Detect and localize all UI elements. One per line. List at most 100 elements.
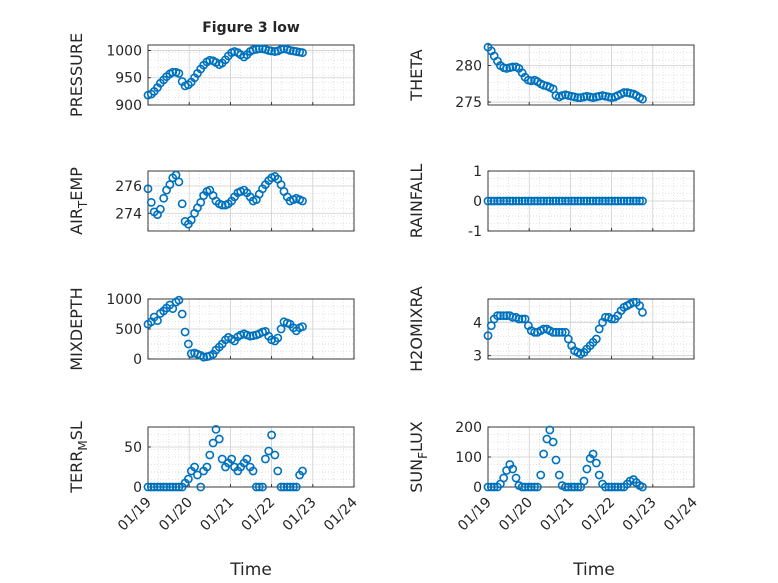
- data-point: [533, 196, 542, 206]
- data-point: [610, 196, 620, 206]
- data-point: [298, 466, 307, 476]
- data-point: [610, 482, 620, 492]
- data-point: [165, 482, 175, 492]
- data-point: [171, 482, 181, 492]
- data-point: [548, 437, 558, 447]
- data-point: [548, 327, 558, 337]
- data-point: [526, 196, 536, 206]
- panel-mixdepth: 0 500 1000 MIXDEPTH: [67, 287, 355, 371]
- data-point: [607, 196, 616, 206]
- axes-box: [147, 426, 355, 488]
- data-point: [582, 196, 592, 206]
- y-tick-label: 500: [115, 322, 142, 338]
- data-point: [545, 425, 555, 435]
- data-point: [598, 196, 607, 206]
- y-tick-label: 900: [115, 98, 142, 114]
- data-point: [174, 68, 184, 78]
- panel-pressure: 900 950 1000 PRESSURE: [67, 33, 355, 117]
- data-point: [588, 449, 598, 459]
- data-point: [563, 482, 573, 492]
- x-tick-label: 01/21: [537, 495, 577, 535]
- data-point: [499, 311, 509, 321]
- data-point: [273, 333, 283, 343]
- data-point: [254, 44, 264, 54]
- data-point: [635, 196, 645, 206]
- data-point: [146, 197, 156, 207]
- data-point: [638, 482, 647, 492]
- data-point: [526, 482, 536, 492]
- data-point: [211, 424, 221, 434]
- data-point: [505, 196, 515, 206]
- data-point: [601, 482, 610, 492]
- y-tick-label: 4: [473, 315, 482, 331]
- data-point: [248, 466, 258, 476]
- data-point: [551, 455, 561, 465]
- data-point: [143, 482, 153, 492]
- data-point: [594, 324, 604, 334]
- y-tick-label: 200: [455, 420, 482, 436]
- data-point: [588, 196, 598, 206]
- data-point: [196, 482, 206, 492]
- data-point: [267, 46, 276, 56]
- data-point: [264, 446, 274, 456]
- y-tick-label: 0: [133, 352, 142, 368]
- data-point: [205, 450, 215, 460]
- y-axis-label: AIRTEMP: [67, 167, 90, 235]
- data-point: [273, 466, 283, 476]
- data-point: [168, 67, 178, 77]
- figure-title: Figure 3 low: [202, 20, 300, 36]
- data-point: [162, 482, 171, 492]
- y-tick-label: 1000: [106, 43, 142, 59]
- x-tick-label: 01/24: [321, 494, 361, 534]
- data-point: [594, 196, 604, 206]
- data-point: [591, 196, 601, 206]
- data-point: [186, 215, 196, 225]
- data-point: [638, 94, 647, 104]
- data-point: [514, 314, 524, 324]
- data-point: [217, 454, 227, 464]
- data-point: [159, 482, 169, 492]
- axes-box: [147, 44, 355, 106]
- data-point: [486, 196, 496, 206]
- data-point: [622, 196, 632, 206]
- data-point: [285, 46, 295, 55]
- data-point: [542, 196, 552, 206]
- data-point: [530, 482, 539, 492]
- data-point: [520, 314, 530, 324]
- panel-sun_flux: 0 100 200 01/19 01/20 01/21 01/22 01/23 01/24 SUN…: [407, 420, 701, 534]
- data-point: [279, 482, 289, 492]
- data-point: [180, 327, 190, 337]
- data-point: [183, 474, 193, 484]
- data-point: [619, 88, 629, 97]
- data-point: [251, 482, 261, 492]
- panel-h2omixra: 3 4 H2OMIXRA: [407, 286, 695, 372]
- data-point: [638, 307, 647, 317]
- data-point: [508, 196, 518, 206]
- data-point: [582, 464, 592, 474]
- data-point: [561, 196, 570, 206]
- data-point: [548, 196, 558, 206]
- data-point: [511, 473, 521, 483]
- y-tick-label: 100: [455, 450, 482, 466]
- y-tick-label: 276: [115, 179, 142, 195]
- x-tick-label: 01/19: [115, 495, 155, 535]
- data-point: [168, 304, 178, 313]
- data-point: [619, 196, 629, 206]
- data-point: [631, 196, 641, 206]
- x-axis-label-left: Time: [229, 560, 272, 580]
- data-point: [227, 454, 237, 464]
- panel-air_temp: 274 276 AIRTEMP: [67, 167, 355, 235]
- axes-box: [487, 44, 695, 106]
- data-point: [499, 196, 509, 206]
- data-point: [567, 196, 577, 206]
- data-point: [561, 482, 570, 492]
- data-point: [601, 196, 610, 206]
- data-point: [483, 482, 493, 492]
- data-point: [585, 196, 595, 206]
- data-point: [177, 199, 187, 209]
- data-point: [539, 196, 549, 206]
- data-point: [159, 193, 169, 203]
- y-axis-label: MIXDEPTH: [67, 287, 86, 370]
